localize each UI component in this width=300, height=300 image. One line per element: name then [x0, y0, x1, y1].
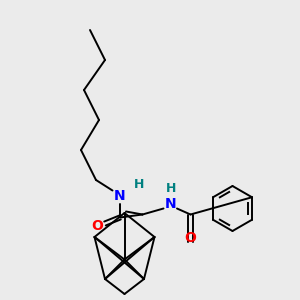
Text: H: H: [134, 178, 145, 191]
Text: O: O: [92, 220, 104, 233]
Text: H: H: [166, 182, 176, 196]
Text: N: N: [165, 197, 177, 211]
Text: O: O: [184, 232, 196, 245]
Text: N: N: [114, 190, 126, 203]
